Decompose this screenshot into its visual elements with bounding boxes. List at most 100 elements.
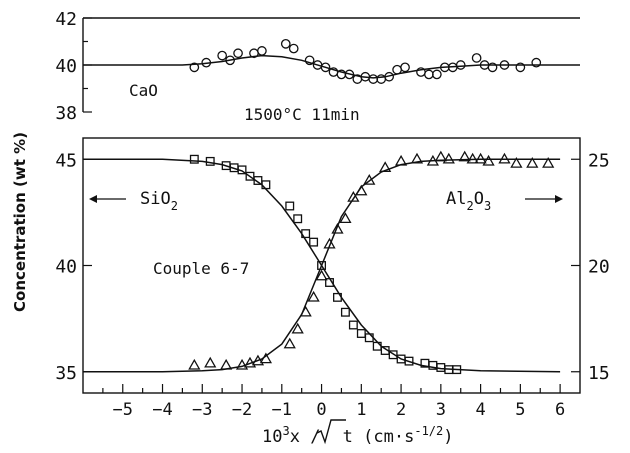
cao-point bbox=[455, 60, 466, 70]
x-axis-title: 103x / t (cm·s-1/2) bbox=[262, 419, 454, 447]
sqrt-sign bbox=[316, 419, 346, 445]
x-tick-label: 3 bbox=[436, 400, 446, 420]
sio2-point bbox=[452, 365, 462, 375]
al2o3-label-sub3: 3 bbox=[484, 199, 491, 213]
al2o3-fit-line bbox=[83, 158, 561, 373]
cao-point bbox=[201, 57, 212, 68]
sio2-point bbox=[237, 165, 247, 175]
sio2-series-label: SiO2 bbox=[89, 189, 178, 213]
sio2-point bbox=[301, 229, 311, 239]
sio2-label-sub: 2 bbox=[171, 199, 178, 213]
cao-point bbox=[304, 55, 315, 66]
cao-point bbox=[400, 62, 410, 73]
al2o3-label-al: Al bbox=[446, 189, 466, 209]
left-y-tick-label: 35 bbox=[55, 363, 77, 384]
al2o3-point bbox=[204, 356, 217, 368]
x-tick-label: −1 bbox=[272, 400, 292, 420]
al2o3-point bbox=[220, 358, 233, 370]
sio2-label-main: SiO bbox=[140, 189, 171, 209]
x-tick-label: 4 bbox=[475, 400, 485, 420]
cao-point bbox=[487, 62, 498, 73]
cao-point bbox=[499, 60, 510, 70]
al2o3-point bbox=[188, 358, 201, 370]
x-tick-label: −4 bbox=[152, 400, 172, 420]
cao-point bbox=[424, 69, 434, 80]
cao-point bbox=[257, 46, 267, 56]
x-tick-label: 2 bbox=[396, 400, 406, 420]
al2o3-point bbox=[434, 150, 447, 162]
x-title-units: (cm·s bbox=[353, 427, 414, 447]
cao-point bbox=[189, 62, 200, 73]
al2o3-point bbox=[315, 269, 328, 281]
al2o3-point bbox=[339, 212, 352, 224]
left-y-tick-label: 45 bbox=[55, 150, 77, 171]
sio2-point bbox=[356, 329, 366, 338]
sio2-point bbox=[309, 237, 319, 247]
al2o3-point bbox=[331, 222, 344, 234]
cao-point bbox=[376, 74, 387, 84]
al2o3-point bbox=[307, 290, 320, 302]
cao-point bbox=[320, 62, 331, 73]
x-axis-title-text: 103x / t (cm·s-1/2) bbox=[262, 424, 454, 447]
al2o3-point bbox=[299, 305, 312, 317]
al2o3-point bbox=[482, 154, 495, 166]
x-title-close: ) bbox=[443, 427, 453, 447]
al2o3-point bbox=[235, 358, 249, 370]
cao-point bbox=[280, 38, 291, 49]
right-y-tick-label: 20 bbox=[588, 257, 610, 278]
al2o3-point bbox=[474, 152, 487, 164]
al2o3-point bbox=[442, 152, 455, 164]
sio2-point bbox=[325, 278, 334, 287]
x-tick-label: −5 bbox=[113, 400, 133, 420]
sio2-point bbox=[340, 307, 350, 317]
x-title-exp: 3 bbox=[282, 424, 289, 438]
al2o3-point bbox=[394, 154, 408, 166]
sio2-point bbox=[317, 261, 327, 270]
al2o3-point bbox=[458, 150, 471, 162]
cao-point bbox=[392, 64, 402, 75]
sio2-point bbox=[372, 341, 382, 351]
right-y-tick-label: 25 bbox=[588, 150, 610, 171]
condition-label: 1500°C 11min bbox=[244, 105, 360, 124]
sio2-point bbox=[333, 292, 342, 302]
sio2-point bbox=[261, 180, 271, 190]
cao-point bbox=[225, 55, 235, 66]
bottom-data-points bbox=[188, 150, 555, 375]
left-y-tick-label: 40 bbox=[55, 257, 77, 278]
al2o3-label-sub2: 2 bbox=[466, 199, 473, 213]
top-fit-curve bbox=[83, 54, 580, 79]
x-tick-label: 1 bbox=[356, 400, 366, 420]
al2o3-point bbox=[466, 152, 479, 164]
x-tick-label: 5 bbox=[515, 400, 525, 420]
al2o3-label: Al2O3 bbox=[446, 189, 491, 213]
al2o3-label-o: O bbox=[474, 189, 484, 209]
top-y-ticks: 38 40 42 bbox=[55, 9, 92, 124]
x-tick-label: 6 bbox=[555, 400, 565, 420]
sio2-point bbox=[205, 156, 215, 166]
sio2-label: SiO2 bbox=[140, 189, 178, 213]
sio2-point bbox=[189, 154, 199, 164]
al2o3-point bbox=[379, 161, 392, 173]
sio2-point bbox=[348, 320, 358, 330]
cao-point bbox=[384, 71, 395, 82]
al2o3-point bbox=[363, 173, 376, 185]
sio2-arrow-head bbox=[89, 195, 97, 203]
cao-fit-line bbox=[83, 54, 580, 79]
top-y-tick-label: 40 bbox=[55, 56, 77, 77]
x-title-base: 10 bbox=[262, 427, 282, 447]
al2o3-point bbox=[259, 352, 273, 364]
cao-point bbox=[233, 48, 243, 59]
al2o3-point bbox=[355, 184, 368, 196]
sio2-point bbox=[293, 214, 303, 224]
cao-point bbox=[515, 62, 526, 73]
al2o3-point bbox=[283, 337, 296, 349]
al2o3-point bbox=[526, 156, 539, 168]
x-tick-label: −3 bbox=[192, 400, 212, 420]
top-panel: 38 40 42 CaO 1500°C 11min bbox=[55, 9, 580, 124]
cao-point bbox=[531, 57, 542, 68]
al2o3-point bbox=[510, 156, 523, 168]
y-axis-title: Concentration (wt %) bbox=[11, 132, 29, 312]
sio2-point bbox=[404, 356, 414, 366]
cao-point bbox=[471, 53, 482, 63]
